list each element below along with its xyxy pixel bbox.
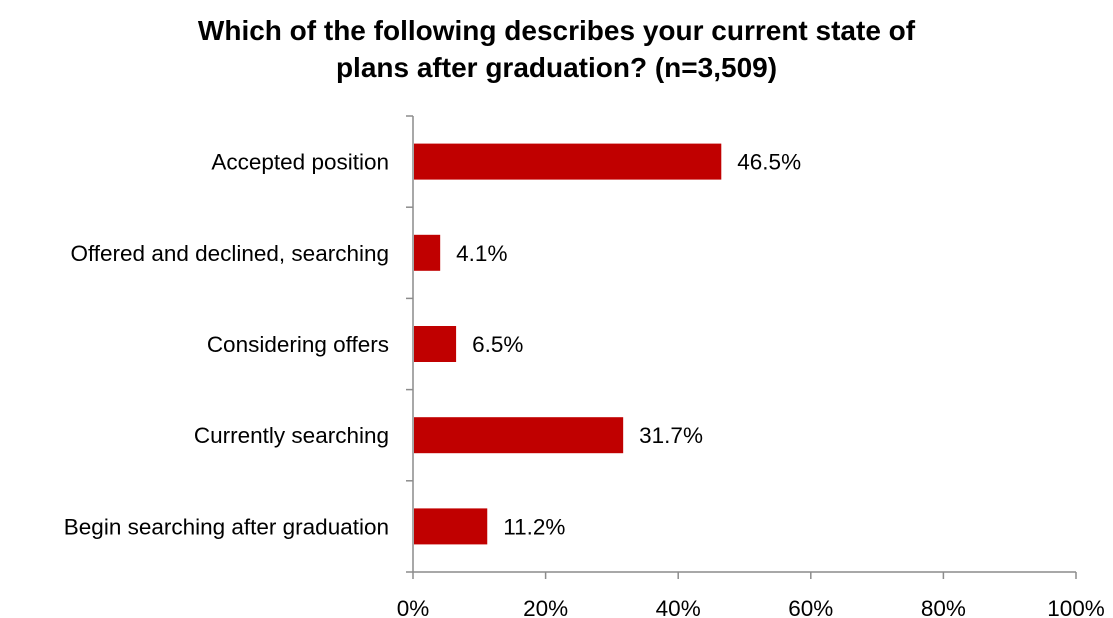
chart-title-line-2: plans after graduation? (n=3,509) bbox=[335, 52, 778, 83]
category-label: Currently searching bbox=[194, 423, 389, 448]
bar bbox=[414, 234, 441, 271]
data-label: 11.2% bbox=[503, 514, 565, 539]
category-label: Accepted position bbox=[211, 150, 389, 175]
category-label: Considering offers bbox=[207, 332, 389, 357]
x-tick-label: 80% bbox=[921, 596, 966, 618]
category-label: Begin searching after graduation bbox=[64, 514, 389, 539]
bar bbox=[414, 508, 488, 545]
data-label: 4.1% bbox=[456, 241, 507, 266]
x-tick-label: 0% bbox=[397, 596, 430, 618]
x-tick-label: 20% bbox=[523, 596, 568, 618]
bar bbox=[414, 326, 457, 362]
chart-title-line-1: Which of the following describes your cu… bbox=[197, 15, 916, 46]
data-label: 31.7% bbox=[639, 423, 703, 448]
x-tick-label: 60% bbox=[788, 596, 833, 618]
x-tick-label: 40% bbox=[656, 596, 701, 618]
x-tick-label: 100% bbox=[1047, 596, 1105, 618]
chart-bars bbox=[414, 143, 722, 545]
category-label: Offered and declined, searching bbox=[70, 241, 389, 266]
data-label: 6.5% bbox=[472, 332, 523, 357]
chart-labels: 0% 20% 40% 60% 80% 100% Accepted position 46.5%… bbox=[64, 150, 1105, 618]
chart-axes bbox=[406, 115, 1077, 579]
data-label: 46.5% bbox=[737, 150, 801, 175]
bar bbox=[414, 143, 722, 180]
bar bbox=[414, 417, 624, 454]
chart-title: Which of the following describes your cu… bbox=[0, 12, 1113, 86]
